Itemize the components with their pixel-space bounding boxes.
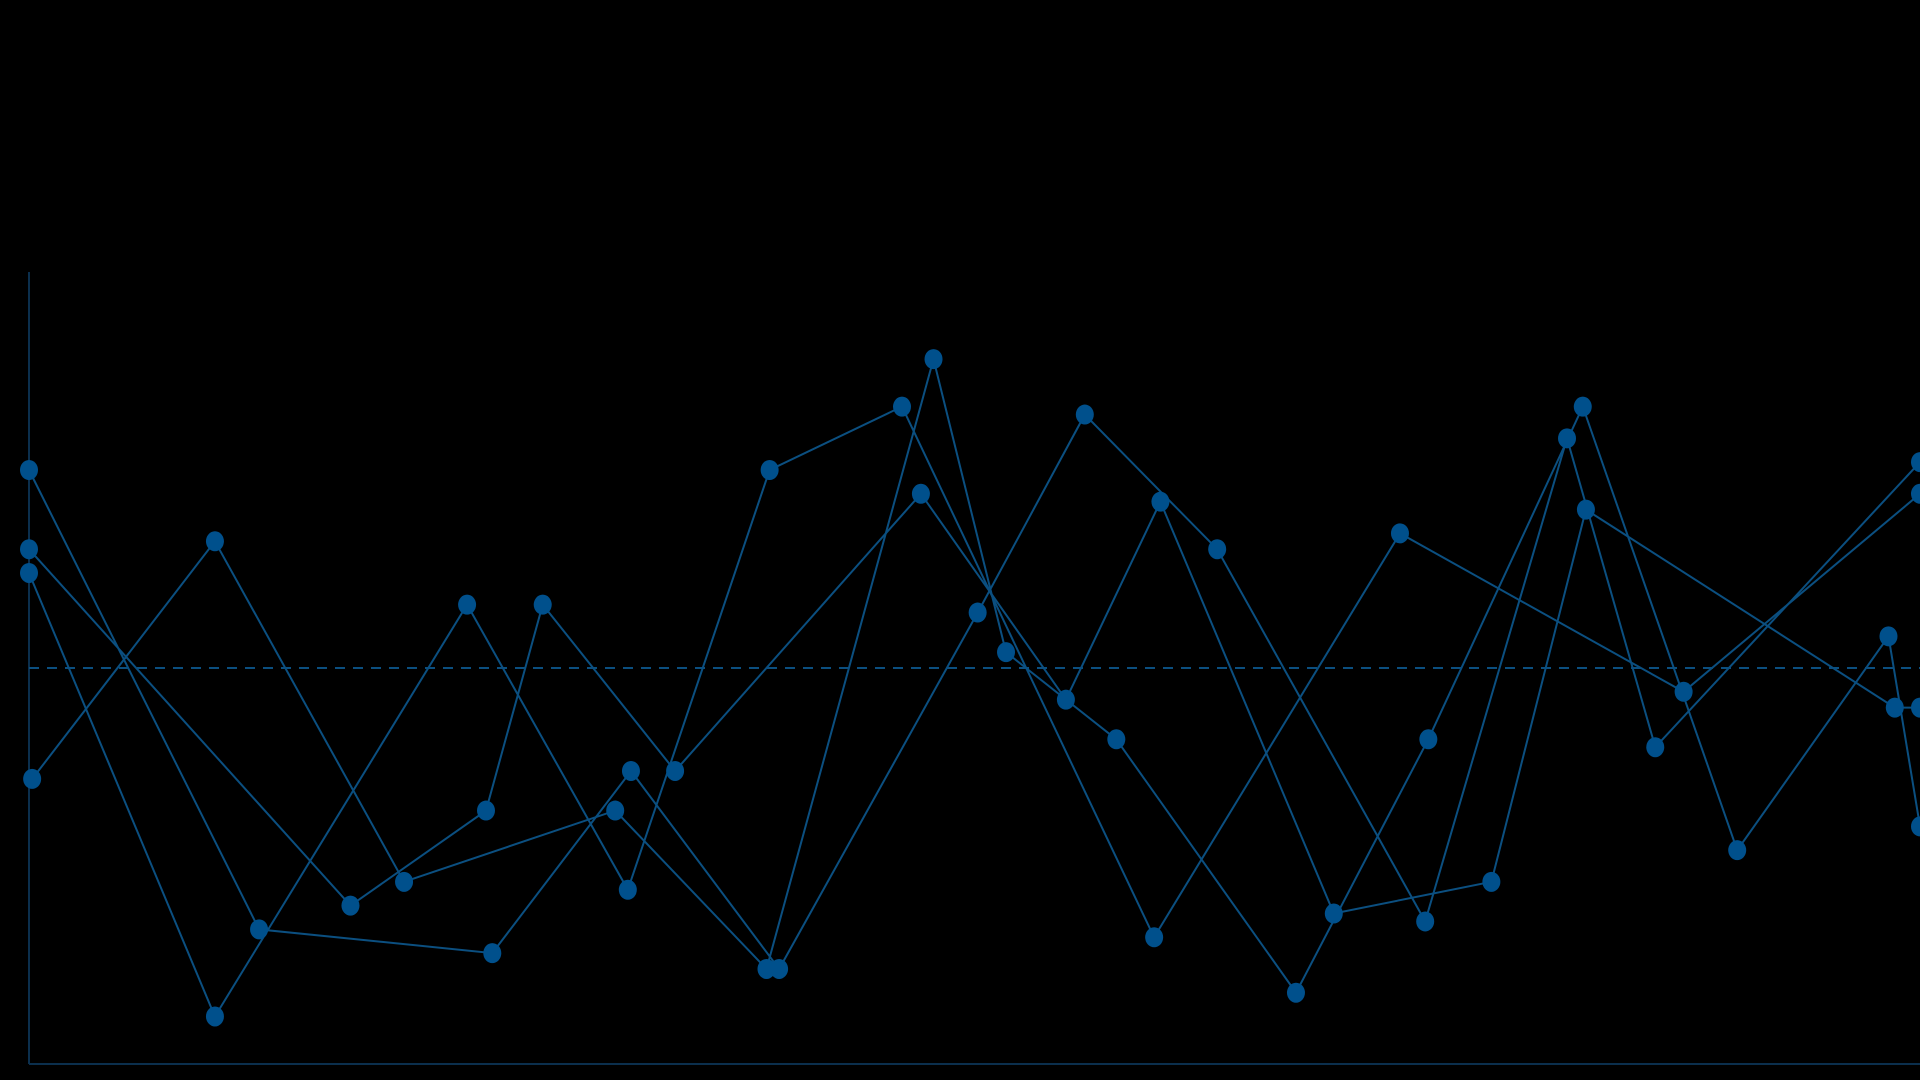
series-3-point-1 — [20, 460, 38, 480]
series-1-point-6 — [893, 396, 912, 417]
series-4-point-8 — [1151, 491, 1170, 512]
series-2-point-9 — [1286, 982, 1305, 1003]
series-1-point-4 — [618, 879, 637, 900]
series-4-point-5 — [666, 760, 685, 781]
series-4-point-3 — [476, 800, 495, 821]
series-1-point-2 — [205, 1006, 224, 1027]
series-4-point-9 — [1324, 903, 1343, 924]
series-2-point-12 — [1728, 840, 1747, 861]
series-4-point-1 — [20, 539, 38, 560]
series-3-point-4 — [621, 760, 640, 781]
series-4-point-11 — [1576, 499, 1595, 520]
series-2-point-5 — [757, 958, 776, 979]
series-2-point-8 — [1107, 729, 1126, 750]
series-1-point-7 — [1145, 927, 1164, 948]
series-1-point-5 — [760, 460, 779, 480]
series-lines — [28, 355, 1920, 1019]
series-2-point-1 — [23, 768, 42, 789]
series-1-point-1 — [20, 562, 38, 583]
series-4-point-2 — [341, 895, 360, 916]
series-1-point-3 — [458, 594, 477, 615]
series-2-point-3 — [395, 871, 414, 892]
series-1-point-10 — [1911, 483, 1920, 504]
series-3-point-5 — [770, 958, 789, 979]
series-3-line — [28, 412, 1920, 971]
series-3-point-3 — [483, 943, 502, 964]
series-4-point-4 — [533, 594, 552, 615]
series-3-point-7 — [1075, 404, 1094, 425]
series-3-point-12 — [1911, 452, 1920, 473]
series-3-point-9 — [1416, 911, 1435, 932]
series-1-point-8 — [1390, 523, 1409, 544]
series-2-point-11 — [1573, 396, 1592, 417]
series-2-point-6 — [924, 349, 943, 370]
series-2-line — [31, 355, 1920, 995]
series-2-point-13 — [1879, 626, 1898, 647]
series-4-point-10 — [1482, 871, 1501, 892]
series-4-point-7 — [1056, 689, 1075, 710]
series-2-point-10 — [1419, 729, 1438, 750]
series-2-point-14 — [1911, 816, 1920, 837]
series-3-point-6 — [968, 602, 987, 623]
series-2-point-7 — [997, 642, 1016, 663]
series-3-point-2 — [250, 919, 269, 940]
series-4-line — [28, 492, 1920, 915]
series-1-line — [28, 405, 1920, 1019]
series-1-point-9 — [1674, 681, 1693, 702]
series-4-point-12 — [1885, 697, 1904, 718]
series-4-point-13 — [1911, 697, 1920, 718]
series-3-point-10 — [1558, 428, 1577, 449]
series-2-point-2 — [205, 531, 224, 552]
series-4-point-6 — [911, 483, 930, 504]
series-3-point-11 — [1646, 737, 1665, 758]
series-2-point-4 — [606, 800, 625, 821]
series-markers — [20, 349, 1920, 1027]
series-3-point-8 — [1208, 539, 1227, 560]
